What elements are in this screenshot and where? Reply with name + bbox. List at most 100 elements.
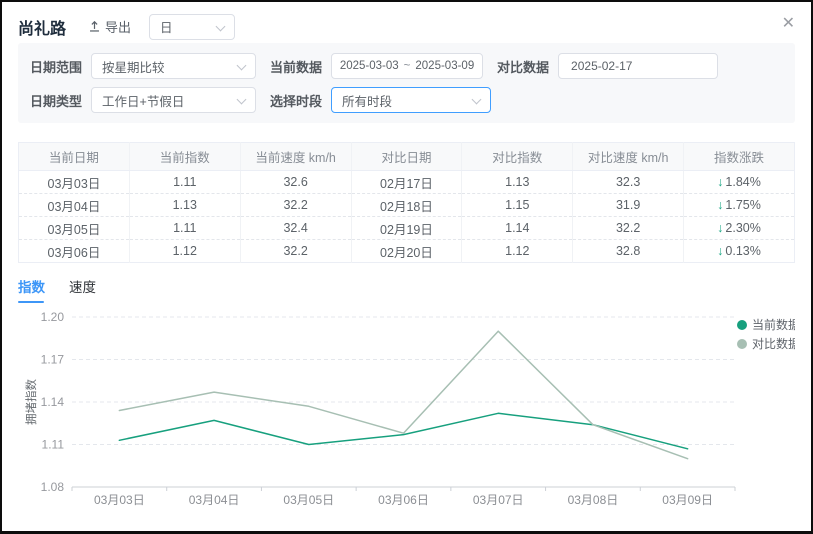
x-tick-label: 03月06日 xyxy=(378,493,429,507)
table-body: 03月03日1.1132.602月17日1.1332.3↓1.84%03月04日… xyxy=(19,171,795,263)
trend-down-icon: ↓ xyxy=(717,244,723,258)
table-cell: 1.15 xyxy=(462,194,573,217)
x-tick-label: 03月04日 xyxy=(189,493,240,507)
series-line-对比数据 xyxy=(119,331,687,459)
granularity-value: 日 xyxy=(160,17,173,36)
date-type-value: 工作日+节假日 xyxy=(102,91,184,110)
column-header: 当前指数 xyxy=(129,143,240,171)
trend-value: 1.84% xyxy=(725,175,760,189)
table-cell: 1.11 xyxy=(129,217,240,240)
range-separator: ~ xyxy=(404,60,411,72)
column-header: 对比日期 xyxy=(351,143,462,171)
legend-label: 对比数据 xyxy=(752,336,795,351)
y-tick-label: 1.11 xyxy=(42,438,65,452)
table-cell: 03月06日 xyxy=(19,240,130,263)
tab-index[interactable]: 指数 xyxy=(18,276,45,303)
filter-row-1: 日期范围 按星期比较 当前数据 2025-03-03 ~ 2025-03-09 … xyxy=(30,53,783,79)
traffic-compare-dialog: 尚礼路 导出 日 ✕ 日期范围 按星期比较 当前数据 2025-03-03 ~ … xyxy=(0,0,813,534)
legend-dot xyxy=(737,320,747,330)
x-tick-label: 03月08日 xyxy=(568,493,619,507)
date-range-label: 日期范围 xyxy=(30,57,82,76)
comparison-table: 当前日期当前指数当前速度 km/h对比日期对比指数对比速度 km/h指数涨跌 0… xyxy=(18,142,795,263)
table-cell: 32.2 xyxy=(240,194,351,217)
trend-down-icon: ↓ xyxy=(717,198,723,212)
date-type-select[interactable]: 工作日+节假日 xyxy=(91,87,256,113)
table-cell: 32.2 xyxy=(240,240,351,263)
table-cell: 03月04日 xyxy=(19,194,130,217)
x-tick-label: 03月05日 xyxy=(283,493,334,507)
page-title: 尚礼路 xyxy=(18,15,66,39)
table-cell: 02月17日 xyxy=(351,171,462,194)
table-cell: ↓0.13% xyxy=(684,240,795,263)
filter-row-2: 日期类型 工作日+节假日 选择时段 所有时段 xyxy=(30,87,783,113)
time-period-select[interactable]: 所有时段 xyxy=(331,87,491,113)
tab-speed[interactable]: 速度 xyxy=(69,276,96,303)
table-cell: ↓2.30% xyxy=(684,217,795,240)
table-cell: 1.12 xyxy=(462,240,573,263)
table-cell: 02月20日 xyxy=(351,240,462,263)
time-period-value: 所有时段 xyxy=(342,91,392,110)
y-tick-label: 1.20 xyxy=(41,310,65,324)
table-head: 当前日期当前指数当前速度 km/h对比日期对比指数对比速度 km/h指数涨跌 xyxy=(19,143,795,171)
trend-value: 2.30% xyxy=(725,221,760,235)
range-start: 2025-03-03 xyxy=(340,60,399,72)
export-label: 导出 xyxy=(105,17,131,36)
granularity-select[interactable]: 日 xyxy=(149,14,235,40)
table-cell: 32.8 xyxy=(573,240,684,263)
chevron-down-icon xyxy=(237,95,247,105)
table-row: 03月06日1.1232.202月20日1.1232.8↓0.13% xyxy=(19,240,795,263)
table-cell: 32.6 xyxy=(240,171,351,194)
compare-data-label: 对比数据 xyxy=(497,57,549,76)
export-button[interactable]: 导出 xyxy=(88,17,131,36)
chevron-down-icon xyxy=(216,21,226,31)
table-cell: 1.14 xyxy=(462,217,573,240)
x-tick-label: 03月07日 xyxy=(473,493,524,507)
table-cell: 32.2 xyxy=(573,217,684,240)
column-header: 对比速度 km/h xyxy=(573,143,684,171)
date-range-value: 按星期比较 xyxy=(102,57,165,76)
index-chart-svg: 1.08 1.11 1.14 1.17 1.20 03月03日 03月04日 03月05日 03… xyxy=(18,304,795,518)
chevron-down-icon xyxy=(237,61,247,71)
filter-panel: 日期范围 按星期比较 当前数据 2025-03-03 ~ 2025-03-09 … xyxy=(18,43,795,123)
table-cell: 02月19日 xyxy=(351,217,462,240)
table-row: 03月03日1.1132.602月17日1.1332.3↓1.84% xyxy=(19,171,795,194)
close-icon[interactable]: ✕ xyxy=(782,16,795,32)
table-cell: 1.11 xyxy=(129,171,240,194)
trend-value: 0.13% xyxy=(725,244,760,258)
compare-data-input[interactable]: 2025-02-17 xyxy=(558,53,718,79)
table-cell: ↓1.84% xyxy=(684,171,795,194)
column-header: 当前速度 km/h xyxy=(240,143,351,171)
table-cell: ↓1.75% xyxy=(684,194,795,217)
table-cell: 1.13 xyxy=(129,194,240,217)
date-range-select[interactable]: 按星期比较 xyxy=(91,53,256,79)
table-cell: 1.13 xyxy=(462,171,573,194)
legend-label: 当前数据 xyxy=(752,317,795,332)
table-cell: 32.4 xyxy=(240,217,351,240)
y-tick-label: 1.17 xyxy=(41,353,65,367)
trend-down-icon: ↓ xyxy=(717,175,723,189)
table-cell: 1.12 xyxy=(129,240,240,263)
time-period-label: 选择时段 xyxy=(270,91,322,110)
index-chart: 1.08 1.11 1.14 1.17 1.20 03月03日 03月04日 03月05日 03… xyxy=(18,304,795,518)
trend-value: 1.75% xyxy=(725,198,760,212)
date-type-label: 日期类型 xyxy=(30,91,82,110)
y-tick-label: 1.14 xyxy=(41,395,65,409)
compare-date-value: 2025-02-17 xyxy=(571,59,632,73)
trend-down-icon: ↓ xyxy=(717,221,723,235)
table-row: 03月04日1.1332.202月18日1.1531.9↓1.75% xyxy=(19,194,795,217)
column-header: 指数涨跌 xyxy=(684,143,795,171)
table-cell: 31.9 xyxy=(573,194,684,217)
table-cell: 32.3 xyxy=(573,171,684,194)
y-axis-name: 拥堵指数 xyxy=(24,379,38,425)
y-tick-label: 1.08 xyxy=(41,480,65,494)
current-data-range-input[interactable]: 2025-03-03 ~ 2025-03-09 xyxy=(331,53,483,79)
x-tick-label: 03月03日 xyxy=(94,493,145,507)
series-line-当前数据 xyxy=(119,413,687,449)
chevron-down-icon xyxy=(472,95,482,105)
column-header: 当前日期 xyxy=(19,143,130,171)
table-cell: 03月05日 xyxy=(19,217,130,240)
column-header: 对比指数 xyxy=(462,143,573,171)
header: 尚礼路 导出 日 ✕ xyxy=(18,2,795,40)
legend-dot xyxy=(737,339,747,349)
x-tick-label: 03月09日 xyxy=(662,493,713,507)
